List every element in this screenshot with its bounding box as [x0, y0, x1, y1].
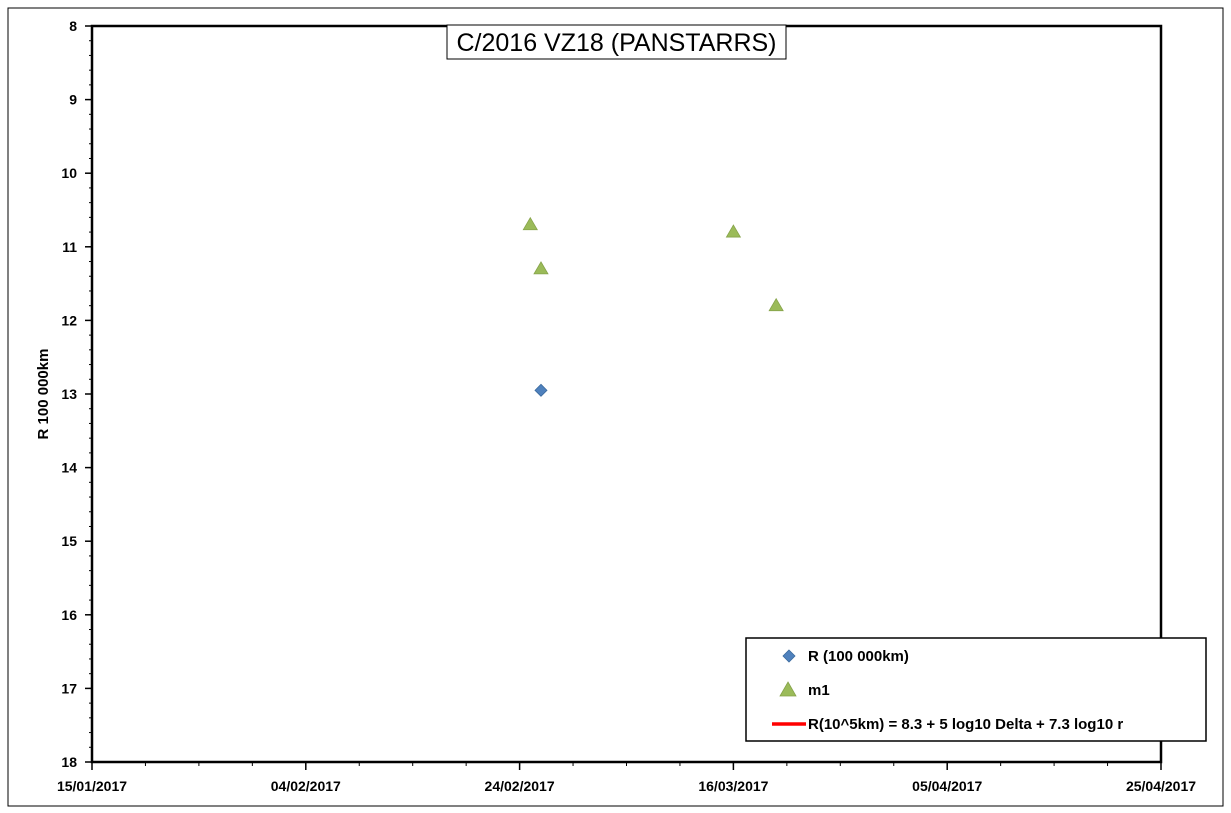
legend: R (100 000km) m1 R(10^5km) = 8.3 + 5 log…: [745, 637, 1207, 742]
legend-label-r: R (100 000km): [808, 648, 909, 665]
x-tick-label: 24/02/2017: [485, 778, 555, 794]
legend-label-formula: R(10^5km) = 8.3 + 5 log10 Delta + 7.3 lo…: [808, 716, 1123, 733]
legend-marker-m1: [779, 681, 797, 697]
legend-marker-r: [782, 649, 796, 663]
y-axis-title: R 100 000km: [35, 349, 52, 440]
y-tick-label: 12: [61, 312, 77, 328]
y-tick-label: 15: [61, 533, 77, 549]
data-point-m1: [533, 261, 549, 275]
x-tick-label: 05/04/2017: [912, 778, 982, 794]
x-tick-label: 04/02/2017: [271, 778, 341, 794]
data-point-r: [534, 383, 548, 397]
y-tick-label: 10: [61, 165, 77, 181]
y-tick-label: 9: [69, 92, 77, 108]
x-minor-ticks: [91, 762, 1162, 766]
y-tick-label: 11: [62, 239, 77, 255]
data-point-m1: [725, 224, 742, 238]
chart-title: C/2016 VZ18 (PANSTARRS): [456, 29, 776, 57]
title-box: C/2016 VZ18 (PANSTARRS): [446, 24, 787, 60]
data-point-m1: [522, 216, 538, 231]
x-tick-label: 25/04/2017: [1126, 778, 1196, 794]
x-tick-label: 16/03/2017: [698, 778, 768, 794]
y-tick-label: 16: [61, 607, 77, 623]
y-tick-label: 17: [61, 680, 77, 696]
x-tick-label: 15/01/2017: [57, 778, 127, 794]
title-box-frame: [446, 24, 787, 60]
x-axis-ticks: 15/01/2017 04/02/2017 24/02/2017 16/03/2017…: [57, 762, 1196, 794]
y-tick-label: 18: [61, 754, 77, 770]
y-tick-label: 13: [61, 386, 77, 402]
data-point-m1: [768, 297, 784, 312]
y-tick-label: 14: [61, 460, 77, 476]
legend-label-m1: m1: [808, 682, 830, 699]
legend-frame: [745, 637, 1207, 742]
y-tick-label: 8: [69, 18, 77, 34]
data-marks: [522, 216, 784, 397]
y-axis-ticks: 8 9 10 11 12 13 14 15 16 17 18: [61, 18, 92, 770]
